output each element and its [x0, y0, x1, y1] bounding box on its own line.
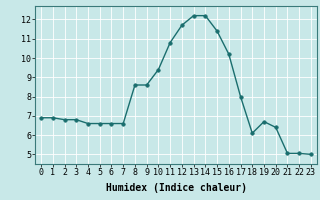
X-axis label: Humidex (Indice chaleur): Humidex (Indice chaleur) — [106, 183, 246, 193]
